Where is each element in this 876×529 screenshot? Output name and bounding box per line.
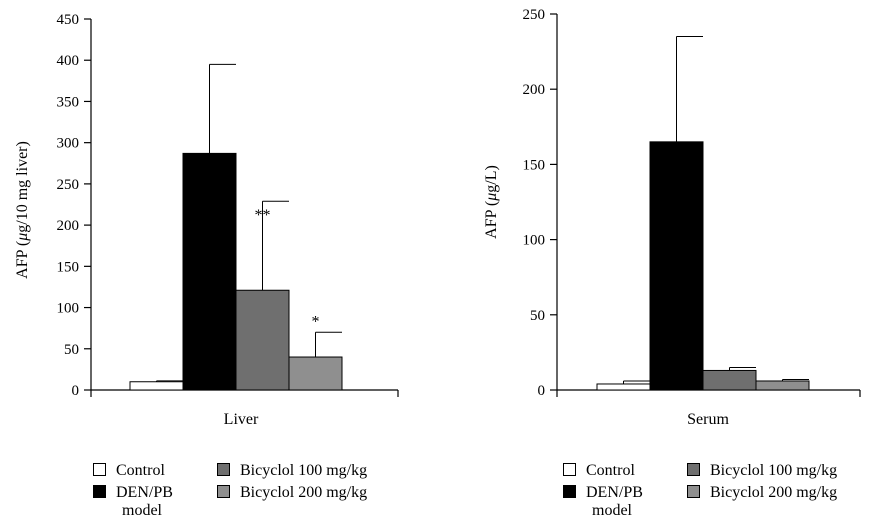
significance-marker: * bbox=[312, 313, 320, 330]
legend-swatch-control bbox=[563, 463, 576, 476]
y-tick-label: 350 bbox=[57, 94, 80, 110]
x-axis-label: Liver bbox=[224, 411, 259, 428]
legend-item-model: DEN/PB model bbox=[563, 484, 643, 520]
y-tick-label: 50 bbox=[64, 342, 79, 358]
legend-item-bicyclol-200: Bicyclol 200 mg/kg bbox=[687, 484, 837, 502]
legend-swatch-bicyclol-200 bbox=[217, 485, 230, 498]
legend-swatch-bicyclol-200 bbox=[687, 485, 700, 498]
legend-label-control: Control bbox=[586, 462, 635, 479]
legend-label-control: Control bbox=[116, 462, 165, 479]
bar-control bbox=[129, 381, 184, 391]
y-tick-label: 0 bbox=[538, 383, 546, 399]
y-tick-label: 200 bbox=[523, 82, 546, 98]
legend-swatch-model bbox=[563, 485, 576, 498]
legend-label-model-line2: model bbox=[122, 502, 162, 519]
y-tick-label: 150 bbox=[523, 157, 546, 173]
legend-label-model-line2: model bbox=[592, 502, 632, 519]
bar-den-pb-model bbox=[649, 141, 704, 391]
legend-label-model-line1: DEN/PB bbox=[586, 484, 643, 501]
legend-item-bicyclol-200: Bicyclol 200 mg/kg bbox=[217, 484, 367, 502]
legend-swatch-control bbox=[93, 463, 106, 476]
legend-item-bicyclol-100: Bicyclol 100 mg/kg bbox=[217, 462, 367, 480]
y-tick-label: 250 bbox=[523, 7, 546, 23]
bar-bicyclol-200-mg-kg bbox=[288, 356, 343, 391]
y-tick-label: 300 bbox=[57, 136, 80, 152]
y-axis-label: AFP (μg/10 mg liver) bbox=[14, 141, 31, 279]
legend-serum: Control DEN/PB model Bicyclol 100 mg/kg B… bbox=[563, 462, 875, 528]
y-tick-label: 100 bbox=[523, 233, 546, 249]
legend-label-bicyclol-100: Bicyclol 100 mg/kg bbox=[240, 462, 368, 479]
legend-item-control: Control bbox=[93, 462, 165, 480]
legend-label-bicyclol-200: Bicyclol 200 mg/kg bbox=[710, 484, 838, 501]
legend-swatch-bicyclol-100 bbox=[217, 463, 230, 476]
legend-item-control: Control bbox=[563, 462, 635, 480]
legend-label-bicyclol-100: Bicyclol 100 mg/kg bbox=[710, 462, 838, 479]
legend-swatch-bicyclol-100 bbox=[687, 463, 700, 476]
significance-marker: ** bbox=[255, 207, 271, 224]
bar-bicyclol-100-mg-kg bbox=[702, 369, 757, 391]
y-tick-label: 150 bbox=[57, 259, 80, 275]
y-tick-label: 0 bbox=[72, 383, 80, 399]
bar-bicyclol-100-mg-kg bbox=[235, 289, 290, 391]
y-tick-label: 50 bbox=[530, 308, 545, 324]
legend-item-model: DEN/PB model bbox=[93, 484, 173, 520]
legend-item-bicyclol-100: Bicyclol 100 mg/kg bbox=[687, 462, 837, 480]
y-tick-label: 200 bbox=[57, 218, 80, 234]
bar-bicyclol-200-mg-kg bbox=[755, 380, 810, 391]
y-tick-label: 450 bbox=[57, 12, 80, 28]
bar-control bbox=[596, 383, 651, 391]
legend-liver: Control DEN/PB model Bicyclol 100 mg/kg B… bbox=[93, 462, 423, 528]
y-axis-label: AFP (μg/L) bbox=[483, 165, 500, 239]
y-tick-label: 100 bbox=[57, 301, 80, 317]
y-tick-label: 400 bbox=[57, 53, 80, 69]
legend-swatch-model bbox=[93, 485, 106, 498]
legend-label-model-line1: DEN/PB bbox=[116, 484, 173, 501]
bar-den-pb-model bbox=[182, 152, 237, 391]
x-axis-label: Serum bbox=[687, 411, 729, 428]
y-tick-label: 250 bbox=[57, 177, 80, 193]
legend-label-bicyclol-200: Bicyclol 200 mg/kg bbox=[240, 484, 368, 501]
